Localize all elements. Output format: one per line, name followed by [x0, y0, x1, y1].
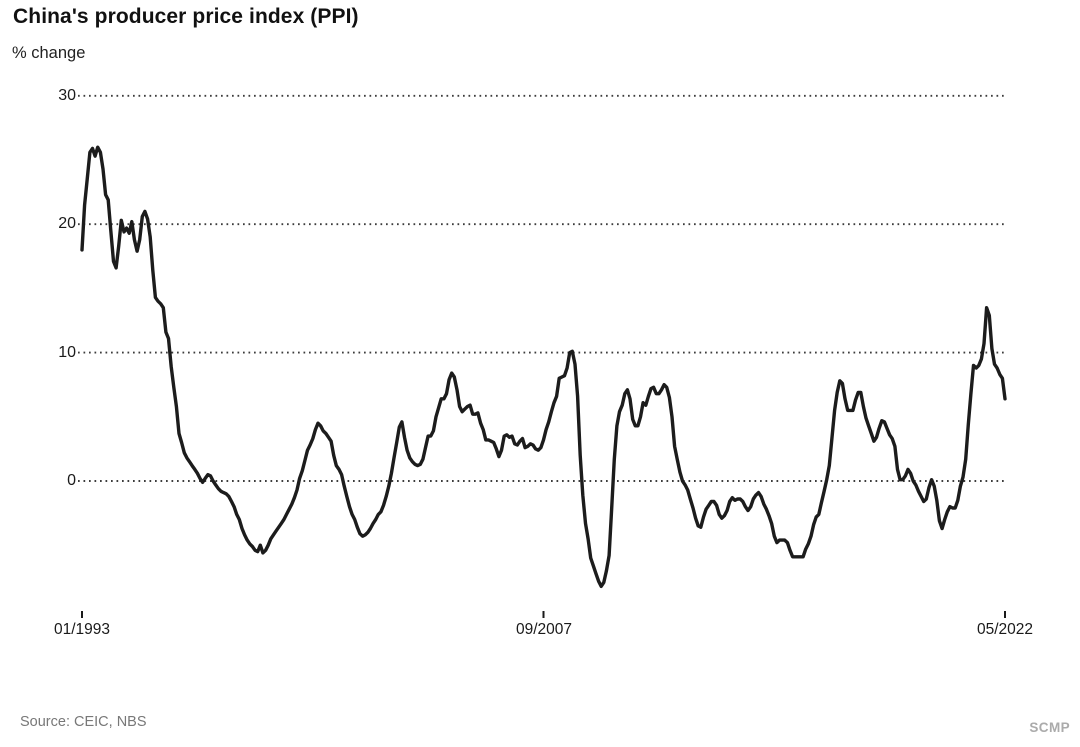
chart-title: China's producer price index (PPI) — [13, 5, 359, 28]
x-tick-label-09-2007: 09/2007 — [515, 621, 573, 638]
y-tick-label-0: 0 — [67, 472, 76, 489]
y-tick-label-10: 10 — [58, 344, 76, 361]
y-tick-label-20: 20 — [58, 215, 76, 232]
x-tick-label-05-2022: 05/2022 — [976, 621, 1034, 638]
x-tick-label-01-1993: 01/1993 — [53, 621, 111, 638]
ppi-series-line — [80, 145, 1007, 588]
y-axis-unit-label: % change — [12, 44, 86, 62]
scmp-logo: SCMP — [1029, 720, 1070, 735]
y-tick-label-30: 30 — [58, 87, 76, 104]
source-note: Source: CEIC, NBS — [20, 714, 147, 730]
